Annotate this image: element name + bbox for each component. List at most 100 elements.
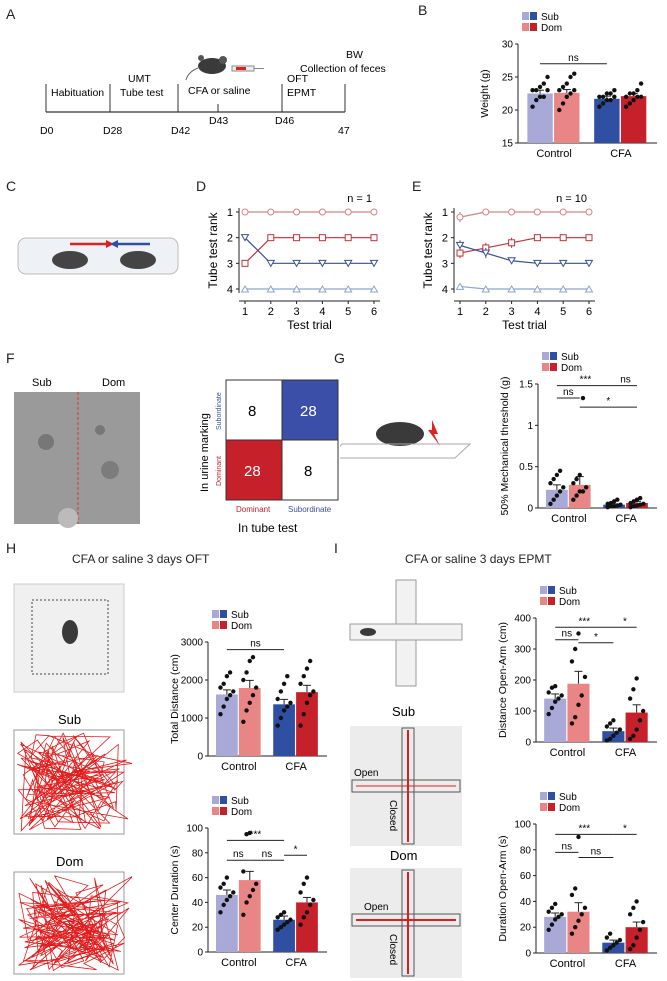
chart-title: n = 10 bbox=[556, 193, 587, 205]
data-point bbox=[604, 97, 610, 103]
x-tick-label: CFA bbox=[615, 747, 637, 759]
data-point bbox=[231, 890, 236, 895]
marker bbox=[293, 234, 301, 242]
data-point bbox=[569, 931, 575, 936]
data-point bbox=[221, 902, 226, 908]
data-point bbox=[534, 88, 539, 93]
y-tick-label: 0 bbox=[527, 504, 533, 515]
day-d28: D28 bbox=[103, 125, 122, 137]
label-feces: Collection of feces bbox=[300, 63, 386, 75]
marker bbox=[481, 285, 491, 293]
data-point bbox=[600, 101, 606, 106]
data-point bbox=[600, 94, 606, 100]
data-point bbox=[635, 88, 640, 93]
marker bbox=[266, 285, 276, 293]
data-point bbox=[582, 674, 588, 680]
bar bbox=[544, 698, 567, 742]
oft-section-title: CFA or saline 3 days OFT bbox=[72, 552, 210, 566]
marker bbox=[508, 208, 516, 216]
data-point bbox=[623, 94, 629, 100]
data-point bbox=[554, 493, 560, 498]
marker bbox=[533, 285, 542, 293]
day-d43: D43 bbox=[209, 115, 228, 127]
legend-swatch-cfa bbox=[548, 597, 555, 605]
marker bbox=[292, 259, 301, 268]
day-d42: D42 bbox=[171, 125, 190, 137]
data-point bbox=[627, 696, 633, 701]
data-point bbox=[631, 905, 636, 911]
data-point bbox=[247, 830, 252, 836]
marker bbox=[344, 234, 352, 242]
data-point bbox=[241, 869, 246, 874]
legend-swatch-cfa bbox=[548, 586, 555, 594]
legend-swatch-cfa bbox=[220, 621, 227, 629]
legend-swatch-ctrl bbox=[522, 12, 529, 20]
von-frey-illustration bbox=[340, 420, 472, 459]
y-tick-label: 100 bbox=[514, 707, 531, 718]
oft-illustrations: Sub Dom bbox=[13, 583, 132, 975]
y-tick-label: 25 bbox=[502, 73, 514, 84]
y-tick-label: 4 bbox=[227, 284, 233, 296]
bar bbox=[620, 96, 647, 143]
data-point bbox=[580, 489, 586, 494]
marker bbox=[293, 208, 301, 216]
x-tick-label: CFA bbox=[285, 957, 307, 969]
data-point bbox=[247, 658, 252, 664]
significance-label: ns bbox=[563, 387, 574, 398]
data-point bbox=[281, 708, 287, 713]
data-point bbox=[301, 674, 306, 679]
data-point bbox=[634, 727, 639, 732]
data-point bbox=[551, 476, 556, 482]
significance-label: ns bbox=[568, 53, 579, 64]
bar bbox=[527, 93, 553, 143]
x-axis-label: Test trial bbox=[502, 318, 547, 332]
legend-swatch-ctrl bbox=[212, 610, 219, 618]
significance-label: ns bbox=[562, 629, 573, 640]
data-point bbox=[564, 94, 569, 100]
y-tick-label: 1000 bbox=[181, 714, 204, 725]
data-point bbox=[637, 927, 643, 932]
data-point bbox=[278, 912, 284, 917]
legend-label: Dom bbox=[231, 621, 252, 632]
legend-swatch-cfa bbox=[220, 796, 227, 804]
panel-letter-e: E bbox=[412, 178, 422, 194]
data-point bbox=[304, 700, 310, 705]
label-epmt: EPMT bbox=[287, 87, 317, 99]
significance-label: *** bbox=[578, 823, 590, 834]
legend-label: Dom bbox=[559, 803, 580, 814]
data-point bbox=[631, 97, 636, 103]
y-tick-label: 100 bbox=[186, 824, 203, 835]
marker bbox=[456, 213, 464, 221]
marker bbox=[343, 259, 353, 268]
matrix-value-00: 8 bbox=[248, 403, 256, 420]
marker bbox=[559, 208, 567, 216]
y-tick-label: 20 bbox=[192, 923, 204, 934]
marker bbox=[482, 208, 490, 216]
data-point bbox=[640, 708, 646, 714]
data-point bbox=[307, 902, 313, 908]
data-point bbox=[573, 886, 578, 891]
data-point bbox=[250, 655, 256, 660]
data-point bbox=[607, 945, 613, 951]
data-point bbox=[627, 912, 633, 917]
oft-trace-path-sub bbox=[16, 732, 132, 832]
data-point bbox=[241, 677, 246, 683]
marker bbox=[585, 208, 593, 216]
data-point bbox=[560, 84, 566, 90]
data-point bbox=[634, 935, 639, 940]
matrix-row-subordinate: Subordinate bbox=[216, 392, 223, 430]
y-tick-label: 30 bbox=[502, 40, 514, 51]
data-point bbox=[549, 905, 555, 911]
data-point bbox=[611, 733, 616, 738]
legend-label: Dom bbox=[541, 23, 562, 34]
data-point bbox=[285, 674, 290, 679]
y-tick-label: 15 bbox=[502, 139, 514, 150]
data-point bbox=[541, 81, 546, 86]
y-tick-label: 3 bbox=[442, 258, 448, 270]
data-point bbox=[573, 646, 578, 652]
data-point bbox=[288, 917, 293, 922]
matrix-col-dominant: Dominant bbox=[236, 505, 271, 514]
data-point bbox=[307, 658, 313, 664]
epm-illustrations: Sub Open Closed Dom Open Closed bbox=[349, 579, 463, 978]
